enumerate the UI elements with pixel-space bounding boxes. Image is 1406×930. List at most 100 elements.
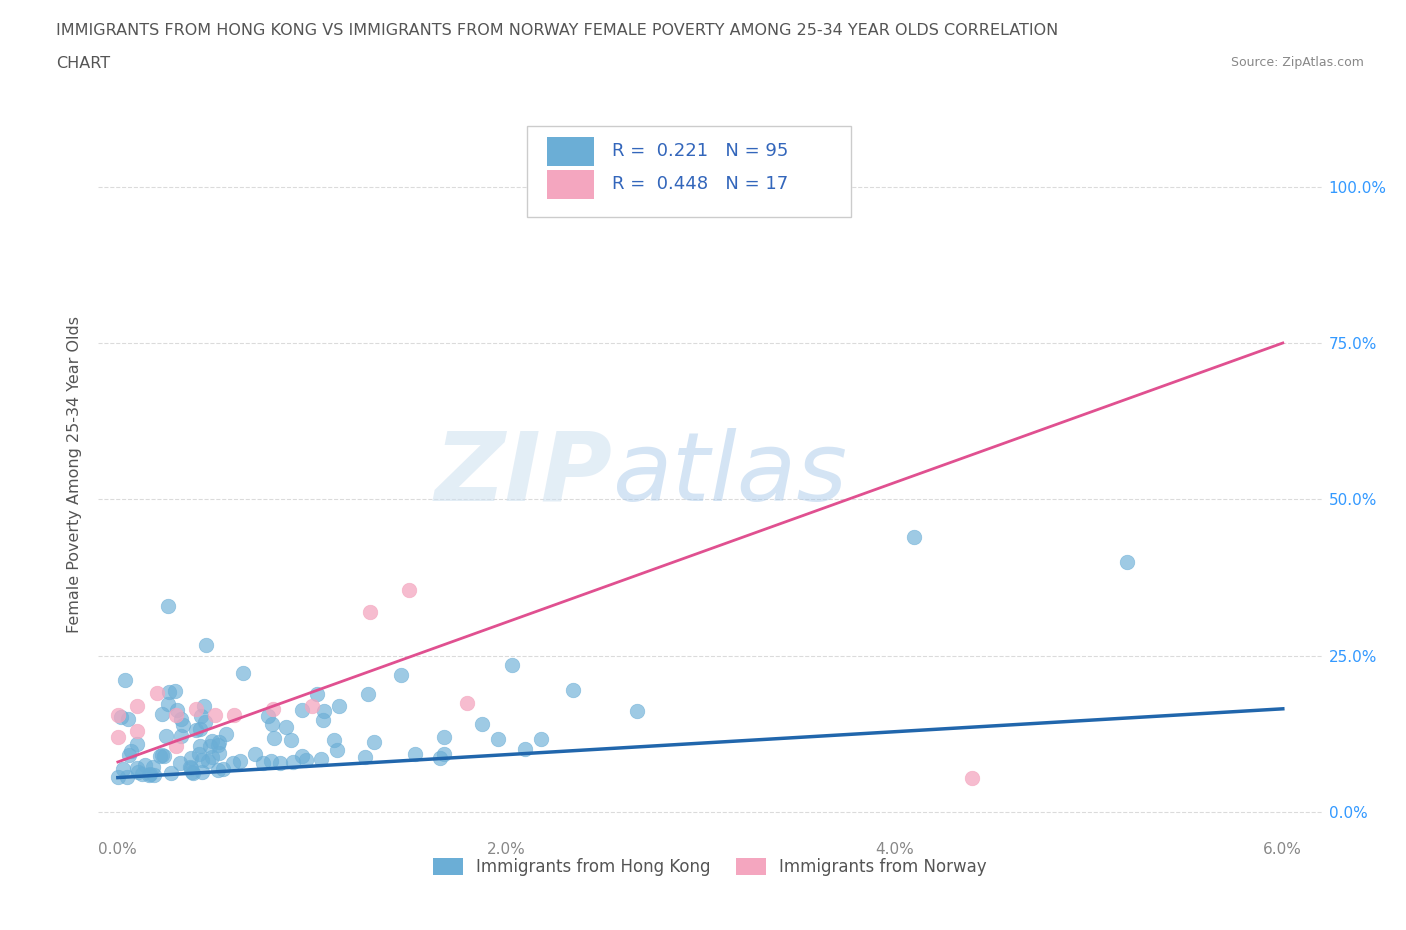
Point <box>232 665 254 680</box>
Point <box>169 755 191 770</box>
Point <box>326 742 349 757</box>
Point <box>155 729 177 744</box>
Point <box>208 745 231 760</box>
Point <box>201 750 224 764</box>
Point <box>429 751 451 765</box>
Point <box>281 754 304 769</box>
Point <box>163 684 186 698</box>
Text: Source: ZipAtlas.com: Source: ZipAtlas.com <box>1230 56 1364 69</box>
Point <box>125 737 148 751</box>
Point <box>433 747 456 762</box>
Point <box>1116 554 1139 569</box>
Point <box>486 732 509 747</box>
Point <box>274 720 297 735</box>
Point <box>398 582 420 597</box>
Point <box>515 742 537 757</box>
Point <box>224 708 246 723</box>
Point <box>145 685 167 700</box>
Point <box>456 695 478 710</box>
Point <box>170 711 193 726</box>
Point <box>150 748 173 763</box>
Point <box>354 750 377 764</box>
Point <box>127 761 149 776</box>
Point <box>207 738 229 753</box>
Point <box>262 716 284 731</box>
Point <box>328 698 350 713</box>
Text: IMMIGRANTS FROM HONG KONG VS IMMIGRANTS FROM NORWAY FEMALE POVERTY AMONG 25-34 Y: IMMIGRANTS FROM HONG KONG VS IMMIGRANTS … <box>56 23 1059 38</box>
Point <box>191 764 214 779</box>
Point <box>165 708 187 723</box>
Point <box>903 529 925 544</box>
Point <box>290 703 312 718</box>
Point <box>243 747 266 762</box>
Point <box>389 668 412 683</box>
Point <box>198 738 221 753</box>
Point <box>312 703 335 718</box>
Point <box>115 769 138 784</box>
Point <box>229 753 252 768</box>
Point <box>180 761 202 776</box>
Point <box>150 707 173 722</box>
Point <box>160 766 183 781</box>
Point <box>149 749 172 764</box>
Point <box>117 748 139 763</box>
Text: ZIP: ZIP <box>434 428 612 521</box>
Point <box>562 683 585 698</box>
Point <box>357 686 380 701</box>
Point <box>157 599 180 614</box>
Point <box>222 756 245 771</box>
Point <box>142 759 165 774</box>
FancyBboxPatch shape <box>526 126 851 217</box>
Point <box>215 727 238 742</box>
Point <box>404 747 426 762</box>
Y-axis label: Female Poverty Among 25-34 Year Olds: Female Poverty Among 25-34 Year Olds <box>67 316 83 632</box>
Point <box>190 752 212 767</box>
Point <box>107 708 129 723</box>
Point <box>139 766 162 781</box>
Point <box>170 729 193 744</box>
Point <box>195 638 218 653</box>
Point <box>157 684 180 699</box>
Point <box>117 712 139 727</box>
Point <box>259 754 281 769</box>
Text: R =  0.221   N = 95: R = 0.221 N = 95 <box>612 142 789 161</box>
Point <box>530 732 553 747</box>
Legend: Immigrants from Hong Kong, Immigrants from Norway: Immigrants from Hong Kong, Immigrants fr… <box>426 852 994 883</box>
Point <box>471 717 494 732</box>
Point <box>269 756 291 771</box>
Point <box>194 714 217 729</box>
Point <box>207 762 229 777</box>
Text: atlas: atlas <box>612 428 848 521</box>
Point <box>204 708 226 723</box>
Point <box>252 755 274 770</box>
Point <box>165 738 187 753</box>
Point <box>138 767 160 782</box>
Point <box>188 722 211 737</box>
Point <box>134 757 156 772</box>
Point <box>305 686 328 701</box>
Point <box>311 712 333 727</box>
FancyBboxPatch shape <box>547 169 593 199</box>
Point <box>280 733 302 748</box>
Point <box>291 749 314 764</box>
Point <box>180 751 202 765</box>
Point <box>359 604 381 619</box>
Point <box>107 769 129 784</box>
Point <box>187 747 209 762</box>
Point <box>262 701 284 716</box>
Point <box>295 752 318 767</box>
Point <box>190 709 212 724</box>
Point <box>960 770 983 785</box>
Point <box>110 710 132 724</box>
Point <box>433 730 456 745</box>
Point <box>626 703 648 718</box>
Point <box>201 733 224 748</box>
Point <box>127 764 149 779</box>
Point <box>172 717 194 732</box>
Point <box>120 744 142 759</box>
Point <box>257 709 280 724</box>
Point <box>143 767 166 782</box>
Point <box>501 658 523 672</box>
Point <box>188 738 211 753</box>
Point <box>127 698 149 713</box>
